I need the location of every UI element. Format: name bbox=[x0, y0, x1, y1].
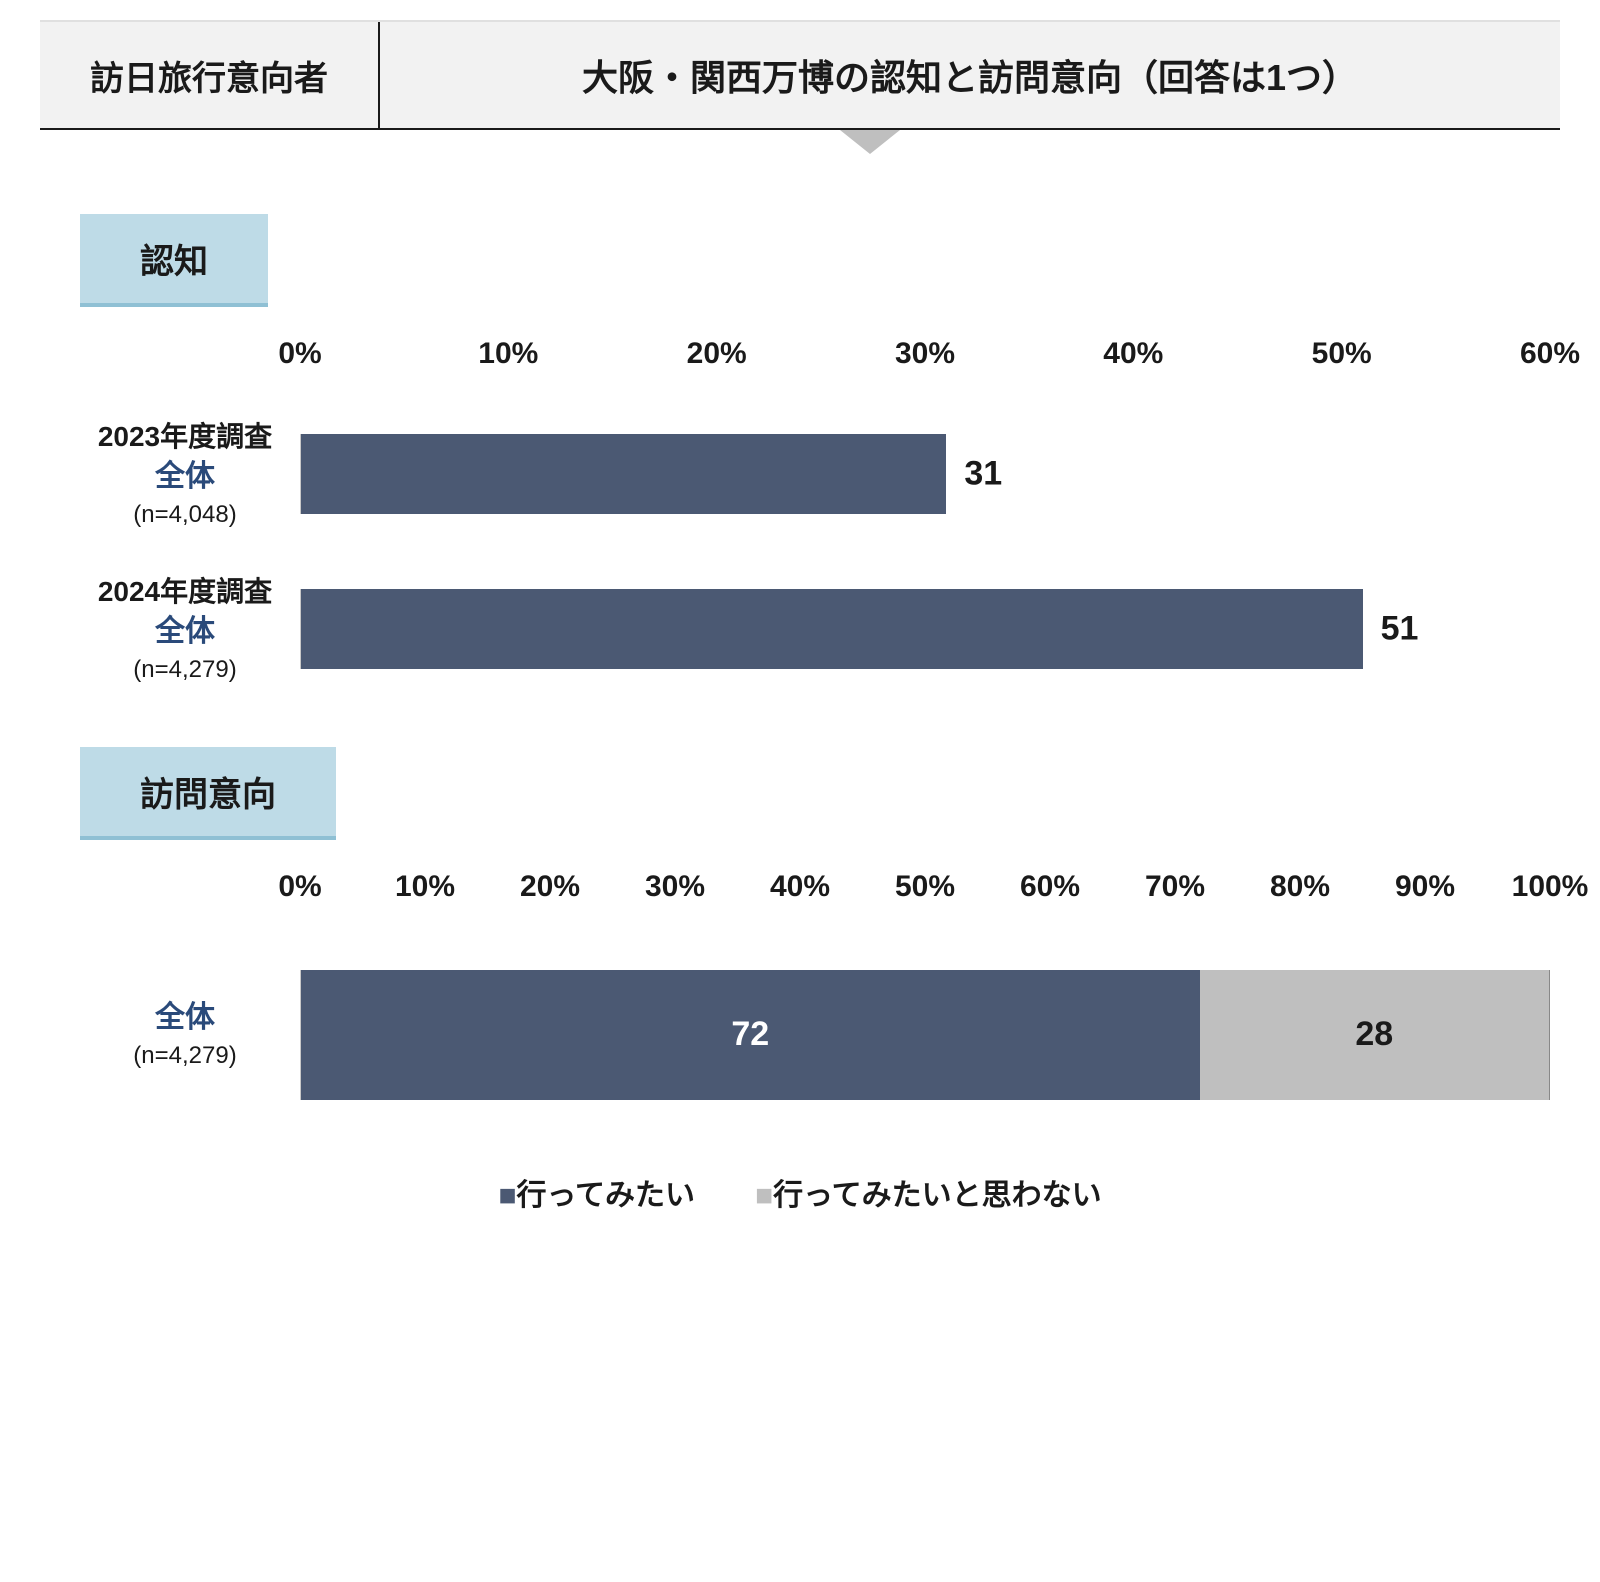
down-pointer-icon bbox=[840, 130, 900, 154]
section-badge-awareness: 認知 bbox=[80, 214, 268, 307]
axis-tick-label: 50% bbox=[1312, 337, 1372, 371]
axis-tick-label: 70% bbox=[1145, 870, 1205, 904]
awareness-bar-2024 bbox=[301, 589, 1363, 669]
axis-tick-label: 20% bbox=[687, 337, 747, 371]
axis-tick-label: 30% bbox=[895, 337, 955, 371]
row-group: 全体 bbox=[70, 997, 300, 1039]
legend-item-want: ■行ってみたい bbox=[498, 1170, 695, 1214]
awareness-row-2024: 2024年度調査 全体 (n=4,279) 51 bbox=[70, 572, 1550, 687]
axis-tick-label: 60% bbox=[1020, 870, 1080, 904]
row-group: 全体 bbox=[70, 611, 300, 653]
row-year: 2023年度調査 bbox=[70, 417, 300, 456]
row-year: 2024年度調査 bbox=[70, 572, 300, 611]
bar-track: 51 bbox=[300, 589, 1550, 669]
header-row: 訪日旅行意向者 大阪・関西万博の認知と訪問意向（回答は1つ） bbox=[40, 20, 1560, 130]
axis-tick-label: 40% bbox=[770, 870, 830, 904]
header-left-label: 訪日旅行意向者 bbox=[40, 22, 380, 128]
axis-tick-label: 100% bbox=[1512, 870, 1589, 904]
awareness-bar-2023 bbox=[301, 434, 946, 514]
row-label: 2024年度調査 全体 (n=4,279) bbox=[70, 572, 300, 687]
section-badge-intention: 訪問意向 bbox=[80, 747, 336, 840]
stacked-segment: 28 bbox=[1200, 970, 1549, 1100]
stacked-segment: 72 bbox=[301, 970, 1200, 1100]
awareness-row-2023: 2023年度調査 全体 (n=4,048) 31 bbox=[70, 417, 1550, 532]
axis-tick-label: 50% bbox=[895, 870, 955, 904]
intention-x-axis: 0%10%20%30%40%50%60%70%80%90%100% bbox=[70, 870, 1550, 910]
axis-tick-label: 60% bbox=[1520, 337, 1580, 371]
legend-item-notwant: ■行ってみたいと思わない bbox=[755, 1170, 1102, 1214]
axis-tick-label: 0% bbox=[278, 870, 321, 904]
awareness-chart: 0%10%20%30%40%50%60% 2023年度調査 全体 (n=4,04… bbox=[70, 337, 1550, 687]
axis-tick-label: 30% bbox=[645, 870, 705, 904]
row-label: 全体 (n=4,279) bbox=[70, 997, 300, 1073]
bar-value-label: 31 bbox=[964, 455, 1002, 494]
stacked-bar-track: 7228 bbox=[300, 970, 1550, 1100]
axis-tick-label: 90% bbox=[1395, 870, 1455, 904]
axis-tick-label: 40% bbox=[1103, 337, 1163, 371]
row-group: 全体 bbox=[70, 456, 300, 498]
axis-tick-label: 10% bbox=[478, 337, 538, 371]
axis-tick-label: 0% bbox=[278, 337, 321, 371]
intention-chart: 0%10%20%30%40%50%60%70%80%90%100% 全体 (n=… bbox=[70, 870, 1550, 1100]
intention-row: 全体 (n=4,279) 7228 bbox=[70, 970, 1550, 1100]
header-right-title: 大阪・関西万博の認知と訪問意向（回答は1つ） bbox=[380, 22, 1560, 128]
row-label: 2023年度調査 全体 (n=4,048) bbox=[70, 417, 300, 532]
bar-track: 31 bbox=[300, 434, 1550, 514]
awareness-x-axis: 0%10%20%30%40%50%60% bbox=[70, 337, 1550, 377]
axis-tick-label: 80% bbox=[1270, 870, 1330, 904]
axis-tick-label: 10% bbox=[395, 870, 455, 904]
axis-tick-label: 20% bbox=[520, 870, 580, 904]
legend-label: ■行ってみたいと思わない bbox=[755, 1170, 1102, 1214]
row-n: (n=4,048) bbox=[70, 498, 300, 532]
legend-label: ■行ってみたい bbox=[498, 1170, 695, 1214]
legend: ■行ってみたい ■行ってみたいと思わない bbox=[40, 1170, 1560, 1214]
bar-value-label: 51 bbox=[1381, 610, 1419, 649]
figure-container: 訪日旅行意向者 大阪・関西万博の認知と訪問意向（回答は1つ） 認知 0% 10% 2… bbox=[0, 0, 1600, 1234]
row-n: (n=4,279) bbox=[70, 653, 300, 687]
row-n: (n=4,279) bbox=[70, 1039, 300, 1073]
